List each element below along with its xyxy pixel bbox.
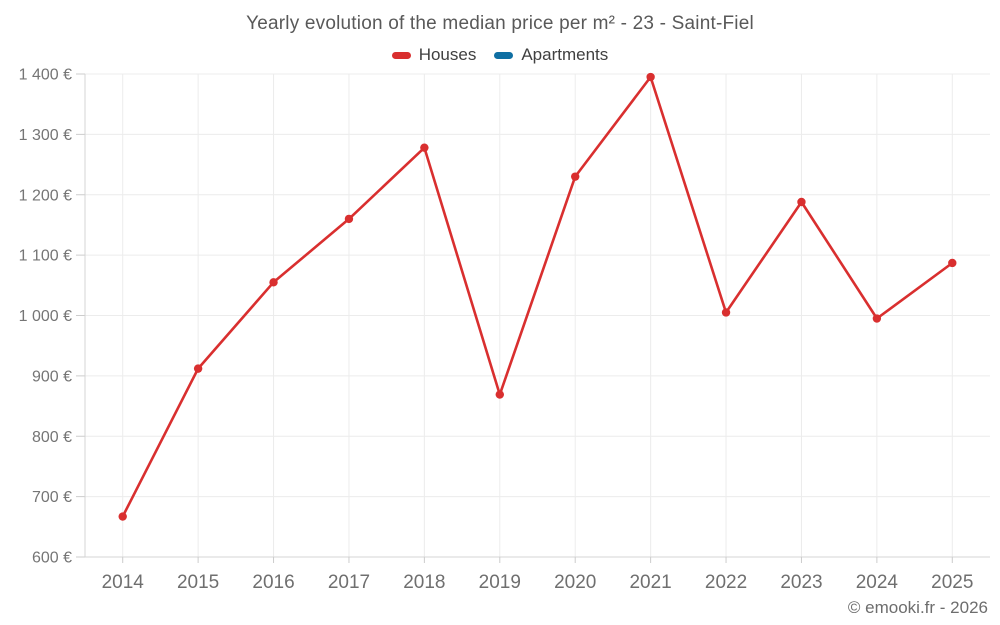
houses-series-swatch-icon (391, 51, 411, 59)
legend-label-apartments: Apartments (521, 45, 609, 64)
y-tick-label: 1 300 € (19, 127, 72, 144)
y-tick-label: 1 400 € (19, 67, 72, 84)
houses-data-point-2014[interactable] (118, 512, 127, 521)
y-tick-label: 1 200 € (19, 187, 72, 204)
houses-data-point-2020[interactable] (571, 172, 580, 181)
y-tick-label: 700 € (32, 489, 72, 506)
houses-data-point-2024[interactable] (872, 314, 882, 323)
legend-label-houses: Houses (418, 45, 477, 64)
x-tick-label: 2014 (102, 572, 145, 593)
x-tick-label: 2023 (780, 572, 822, 593)
apartments-series-swatch-icon (494, 51, 514, 59)
y-tick-label: 800 € (32, 429, 72, 446)
houses-data-point-2015[interactable] (193, 364, 203, 373)
x-tick-label: 2025 (931, 572, 973, 593)
x-tick-label: 2015 (177, 572, 219, 593)
legend: Houses Apartments (0, 45, 1000, 65)
chart-title: Yearly evolution of the median price per… (246, 13, 754, 34)
houses-data-point-2017[interactable] (344, 214, 354, 224)
x-tick-label: 2019 (479, 572, 521, 593)
x-tick-label: 2020 (554, 572, 596, 593)
copyright-text: © emooki.fr - 2026 (847, 598, 988, 617)
y-tick-label: 1 100 € (19, 248, 72, 265)
houses-data-point-2025[interactable] (948, 258, 957, 268)
x-tick-label: 2022 (705, 572, 747, 593)
y-tick-label: 900 € (32, 368, 72, 385)
houses-data-point-2021[interactable] (646, 72, 655, 82)
x-tick-label: 2021 (629, 572, 671, 593)
x-tick-label: 2016 (252, 572, 294, 593)
houses-data-point-2023[interactable] (797, 197, 806, 207)
houses-series-line (121, 75, 954, 518)
legend-item-apartments[interactable]: Apartments (494, 45, 608, 65)
houses-data-point-2019[interactable] (495, 390, 504, 399)
houses-data-point-2016[interactable] (269, 278, 278, 287)
y-tick-label: 1 000 € (19, 308, 72, 325)
x-tick-label: 2024 (856, 572, 899, 593)
y-tick-label: 600 € (32, 550, 72, 567)
x-tick-label: 2018 (403, 572, 445, 593)
houses-data-point-2018[interactable] (420, 143, 429, 152)
houses-data-point-2022[interactable] (721, 308, 731, 317)
x-tick-label: 2017 (328, 572, 370, 593)
legend-item-houses[interactable]: Houses (391, 45, 477, 65)
